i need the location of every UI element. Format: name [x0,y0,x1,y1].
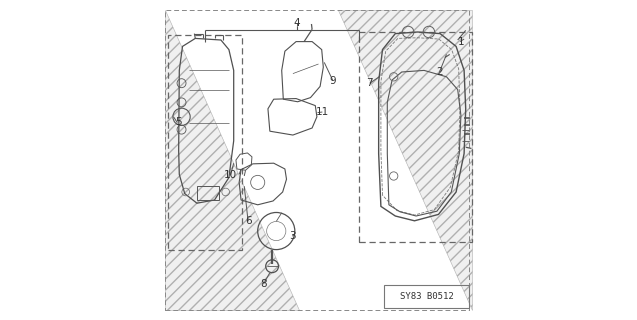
Text: 6: 6 [245,216,252,227]
Text: 5: 5 [175,117,182,127]
Bar [359,32,472,242]
Polygon shape [165,10,299,310]
Text: 1: 1 [457,36,464,47]
Text: 11: 11 [316,107,329,117]
Text: 4: 4 [294,18,300,28]
Text: 2: 2 [436,67,443,77]
Text: SY83 B0512: SY83 B0512 [400,292,454,301]
Text: 8: 8 [260,279,267,289]
Bar [384,285,469,308]
Bar [197,186,218,200]
Bar [168,35,241,250]
Text: 10: 10 [224,170,237,180]
Text: 9: 9 [329,76,336,86]
Text: 7: 7 [366,78,373,88]
Polygon shape [338,10,472,310]
Text: 3: 3 [289,231,296,241]
